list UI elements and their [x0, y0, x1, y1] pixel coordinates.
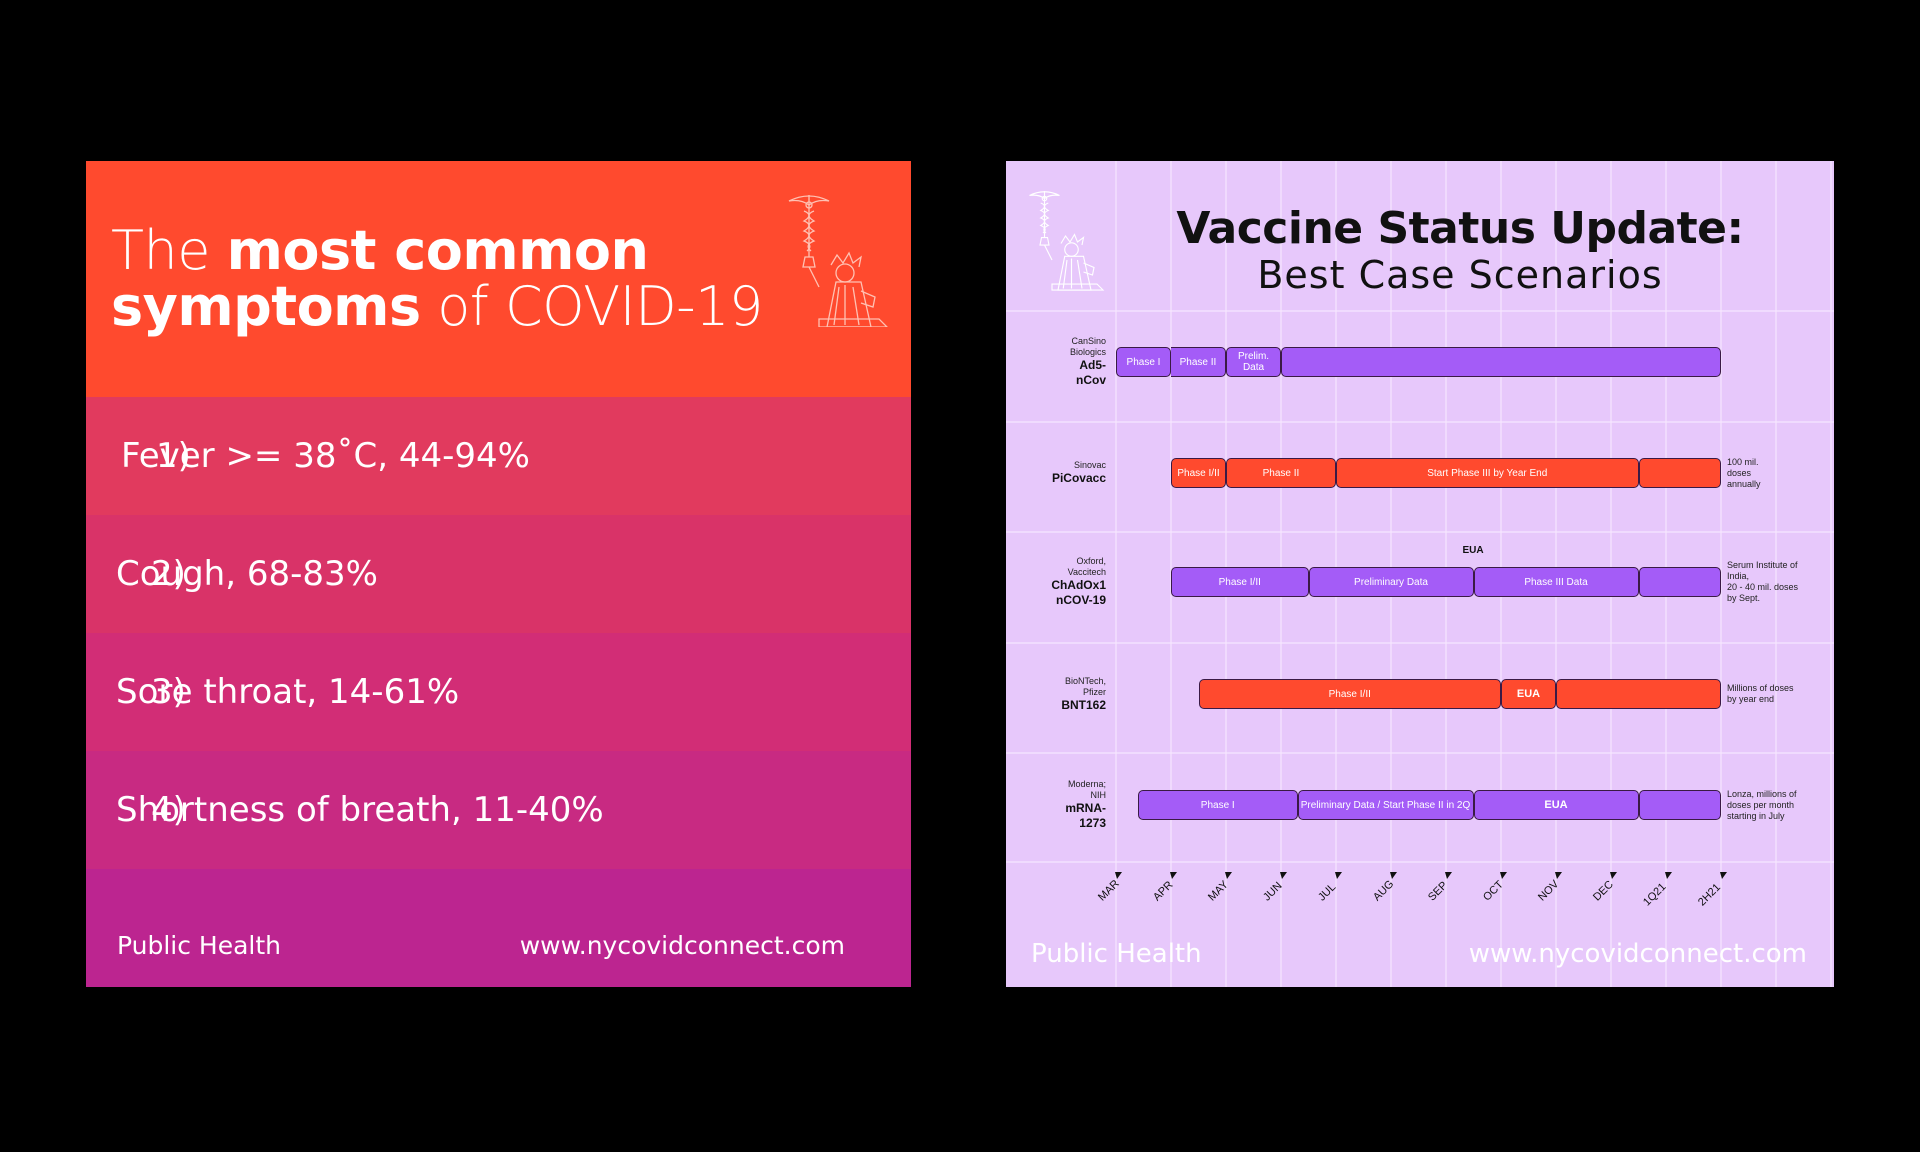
- phase-bar: Preliminary Data / Start Phase II in 2Q: [1297, 790, 1474, 820]
- vaccine-label: Sinovac PiCovacc: [1006, 460, 1106, 486]
- month-arrow-icon: [1390, 872, 1397, 879]
- footer-brand: Public Health: [117, 931, 282, 960]
- phase-bar: Phase I/II: [1198, 679, 1501, 709]
- vaccine-label: CanSino Biologics Ad5- nCov: [1006, 336, 1106, 388]
- eua-marker-label: EUA: [1462, 545, 1484, 556]
- vaccine-status-card: Vaccine Status Update: Best Case Scenari…: [1006, 161, 1834, 987]
- vaccine-org: Biologics: [1069, 347, 1106, 357]
- vaccine-note-line: doses: [1727, 467, 1752, 478]
- vaccine-label: BioNTech, Pfizer BNT162: [1006, 676, 1106, 713]
- vaccine-note-line: doses per month: [1727, 799, 1795, 810]
- phase-bar: Phase II: [1171, 347, 1226, 377]
- phase-bar: Phase I/II: [1171, 458, 1226, 488]
- vaccine-name: BNT162: [1061, 697, 1106, 712]
- vaccine-note-line: annually: [1727, 478, 1761, 489]
- month-arrow-icon: [1665, 872, 1672, 879]
- vaccine-name: PiCovacc: [1051, 471, 1106, 485]
- symptom-text: Fever >= 38˚C, 44-94%: [121, 436, 530, 476]
- title-bold-1: most common: [226, 219, 649, 282]
- vaccine-note-line: 20 - 40 mil. doses: [1727, 582, 1799, 592]
- vaccine-name: mRNA-: [1065, 801, 1106, 815]
- vaccine-name: ChAdOx1: [1051, 578, 1106, 592]
- phase-bar: [1638, 567, 1721, 597]
- symptom-text: Shortness of breath, 11-40%: [116, 790, 604, 830]
- vaccine-org: Moderna;: [1067, 779, 1106, 789]
- month-arrow-icon: [1720, 872, 1727, 879]
- symptom-row-2: 2) Cough, 68-83%: [86, 515, 911, 633]
- month-arrow-icon: [1555, 872, 1562, 879]
- phase-bar: EUA: [1501, 679, 1556, 709]
- symptoms-header: The most common symptoms of COVID-19: [86, 161, 911, 397]
- phase-bar: Phase II: [1226, 458, 1336, 488]
- vaccine-note-line: by year end: [1727, 694, 1775, 704]
- phase-bar: Phase III Data: [1473, 567, 1639, 597]
- vaccine-note-line: India,: [1727, 571, 1750, 581]
- phase-bar: EUA: [1473, 790, 1639, 820]
- vaccine-org: Oxford,: [1076, 556, 1106, 566]
- vaccine-org: Sinovac: [1073, 460, 1106, 470]
- statue-of-liberty-caduceus-icon: [1029, 191, 1105, 291]
- month-arrow-icon: [1280, 872, 1287, 879]
- month-arrow-icon: [1225, 872, 1232, 879]
- vaccine-note: Lonza, millions of doses per month startin…: [1727, 789, 1797, 822]
- footer-url[interactable]: www.nycovidconnect.com: [519, 931, 845, 960]
- vaccine-label: Moderna; NIH mRNA- 1273: [1006, 779, 1106, 831]
- phase-bar: Prelim. Data: [1226, 347, 1281, 377]
- phase-bar: Phase I: [1116, 347, 1171, 377]
- symptom-row-4: 4) Shortness of breath, 11-40%: [86, 751, 911, 869]
- vaccine-note-line: by Sept.: [1727, 593, 1761, 603]
- vaccine-subtitle: Best Case Scenarios: [1257, 253, 1663, 297]
- statue-of-liberty-caduceus-icon: [788, 195, 888, 327]
- month-arrow-icon: [1500, 872, 1507, 879]
- footer-url[interactable]: www.nycovidconnect.com: [1468, 939, 1807, 969]
- symptoms-title: The most common symptoms of COVID-19: [111, 223, 763, 335]
- vaccine-name: 1273: [1079, 816, 1106, 830]
- vaccine-note: Millions of doses by year end: [1727, 683, 1794, 705]
- phase-bar: Phase I: [1138, 790, 1298, 820]
- vaccine-org: CanSino: [1071, 336, 1106, 346]
- symptom-text: Cough, 68-83%: [116, 554, 378, 594]
- month-arrow-icon: [1610, 872, 1617, 879]
- vaccine-note-line: Serum Institute of: [1727, 560, 1798, 570]
- month-arrow-icon: [1445, 872, 1452, 879]
- vaccine-name: nCOV-19: [1055, 593, 1106, 607]
- title-light-1: The: [111, 219, 210, 282]
- vaccine-note-line: 100 mil.: [1727, 456, 1759, 467]
- vaccine-label: Oxford, Vaccitech ChAdOx1 nCOV-19: [1006, 556, 1106, 608]
- vaccine-note-line: starting in July: [1727, 810, 1785, 821]
- symptom-number: 4): [151, 790, 186, 830]
- vaccine-org: Pfizer: [1082, 686, 1106, 697]
- phase-bar: Phase I/II: [1171, 567, 1309, 597]
- phase-bar: [1556, 679, 1721, 709]
- title-light-2: of COVID-19: [437, 275, 763, 338]
- symptom-number: 1): [156, 436, 191, 476]
- month-arrow-icon: [1115, 872, 1122, 879]
- vaccine-org: Vaccitech: [1067, 567, 1106, 577]
- vaccine-note-line: Millions of doses: [1727, 683, 1794, 693]
- symptom-number: 2): [151, 554, 186, 594]
- phase-bar: [1638, 790, 1721, 820]
- title-bold-2: symptoms: [111, 275, 421, 338]
- month-arrow-icon: [1170, 872, 1177, 879]
- month-arrow-icon: [1335, 872, 1342, 879]
- footer-brand: Public Health: [1031, 939, 1202, 969]
- symptom-text: Sore throat, 14-61%: [116, 672, 460, 712]
- vaccine-org: BioNTech,: [1064, 675, 1106, 686]
- vaccine-note: 100 mil. doses annually: [1727, 457, 1761, 490]
- vaccine-name: Ad5-: [1079, 358, 1106, 372]
- vaccine-note: Serum Institute of India, 20 - 40 mil. dos…: [1727, 560, 1798, 604]
- symptom-row-3: 3) Sore throat, 14-61%: [86, 633, 911, 751]
- symptom-row-1: 1) Fever >= 38˚C, 44-94%: [86, 397, 911, 515]
- phase-bar: [1638, 458, 1721, 488]
- symptoms-footer: Public Health www.nycovidconnect.com: [86, 869, 911, 987]
- phase-bar: Preliminary Data: [1308, 567, 1474, 597]
- symptoms-card: The most common symptoms of COVID-19 1) …: [86, 161, 911, 987]
- vaccine-name: nCov: [1076, 373, 1106, 387]
- vaccine-note-line: Lonza, millions of: [1727, 788, 1797, 799]
- symptom-number: 3): [151, 672, 186, 712]
- vaccine-org: NIH: [1090, 790, 1107, 800]
- phase-bar: [1281, 347, 1721, 377]
- vaccine-title: Vaccine Status Update:: [1176, 203, 1744, 254]
- phase-bar: Start Phase III by Year End: [1336, 458, 1639, 488]
